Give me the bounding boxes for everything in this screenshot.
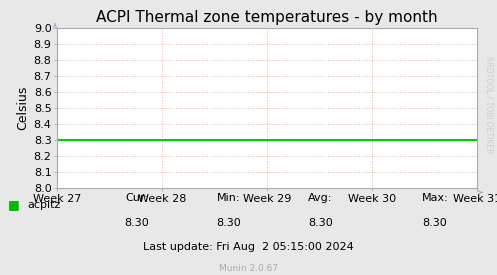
Title: ACPI Thermal zone temperatures - by month: ACPI Thermal zone temperatures - by mont… (96, 10, 438, 25)
Text: 8.30: 8.30 (216, 218, 241, 228)
Text: 8.30: 8.30 (422, 218, 447, 228)
Text: 8.30: 8.30 (124, 218, 149, 228)
Text: Avg:: Avg: (308, 193, 333, 203)
Text: acpitz: acpitz (27, 200, 61, 210)
Text: ■: ■ (7, 198, 19, 211)
Text: RRDTOOL / TOBI OETIKER: RRDTOOL / TOBI OETIKER (484, 56, 493, 153)
Text: Munin 2.0.67: Munin 2.0.67 (219, 264, 278, 273)
Text: Cur:: Cur: (125, 193, 148, 203)
Y-axis label: Celsius: Celsius (16, 86, 29, 130)
Text: 8.30: 8.30 (308, 218, 333, 228)
Text: Min:: Min: (217, 193, 241, 203)
Text: Max:: Max: (421, 193, 448, 203)
Text: Last update: Fri Aug  2 05:15:00 2024: Last update: Fri Aug 2 05:15:00 2024 (143, 243, 354, 252)
